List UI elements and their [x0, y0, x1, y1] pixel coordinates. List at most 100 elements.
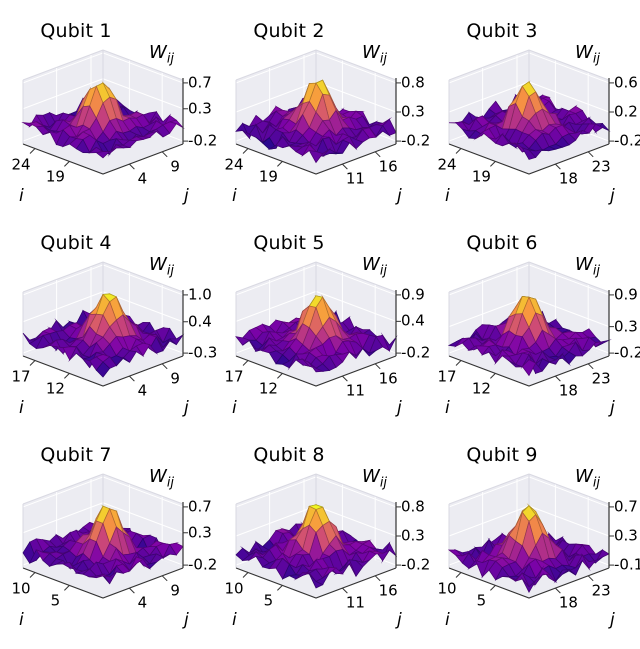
surface-canvas — [0, 12, 213, 224]
z-axis-title-symbol: W — [575, 254, 593, 275]
z-tick-label: -0.2 — [188, 131, 218, 150]
x-axis-label: i — [232, 186, 237, 206]
z-axis-title-subscript: ij — [379, 263, 388, 279]
z-axis-title-subscript: ij — [166, 51, 175, 67]
z-axis-title: Wij — [149, 254, 174, 279]
z-tick-label: -0.2 — [401, 131, 431, 150]
z-axis-title: Wij — [575, 42, 600, 67]
j-tick-label: 4 — [137, 593, 148, 612]
i-tick-label: 17 — [11, 367, 31, 385]
j-tick-label: 4 — [137, 169, 148, 188]
subplot-title: Qubit 3 — [466, 20, 538, 42]
z-axis-title: Wij — [575, 466, 600, 491]
z-tick-label: 1.0 — [188, 285, 212, 304]
z-tick-label: -0.2 — [401, 555, 431, 574]
z-axis-title-symbol: W — [149, 254, 167, 275]
j-tick-label: 16 — [378, 369, 398, 388]
z-axis-title: Wij — [149, 42, 174, 67]
z-tick-label: 0.7 — [614, 497, 638, 516]
z-axis-title-subscript: ij — [592, 51, 601, 67]
z-axis-title: Wij — [362, 466, 387, 491]
subplot-title: Qubit 2 — [253, 20, 325, 42]
i-tick-label: 12 — [258, 379, 278, 398]
i-tick-label: 10 — [224, 579, 244, 597]
i-tick-label: 17 — [437, 367, 457, 385]
x-axis-label: i — [445, 398, 450, 418]
z-tick-label: 0.7 — [188, 73, 212, 92]
i-tick-label: 19 — [471, 167, 491, 186]
x-axis-label: i — [232, 398, 237, 418]
j-tick-label: 16 — [378, 157, 398, 176]
surface-subplot: Qubit 2 Wij i j 0.8 0.3 -0.2 24 19 11 16 — [213, 12, 430, 224]
surface-subplot: Qubit 1 Wij i j 0.7 0.3 -0.2 24 19 4 9 — [0, 12, 217, 224]
z-tick-label: 0.8 — [401, 73, 425, 92]
subplot-title: Qubit 9 — [466, 444, 538, 466]
j-tick-label: 11 — [345, 169, 365, 188]
i-tick-label: 24 — [224, 155, 244, 173]
z-tick-label: 0.3 — [614, 317, 638, 336]
j-tick-label: 23 — [591, 157, 611, 176]
surface-canvas — [426, 436, 639, 648]
j-tick-label: 11 — [345, 593, 365, 612]
z-axis-title-subscript: ij — [166, 475, 175, 491]
z-axis-title-symbol: W — [575, 466, 593, 487]
z-tick-label: -0.2 — [401, 343, 431, 362]
surface-canvas — [213, 224, 426, 436]
j-tick-label: 9 — [170, 581, 180, 600]
i-tick-label: 5 — [50, 591, 61, 610]
surface-subplot: Qubit 9 Wij i j 0.7 0.3 -0.1 10 5 18 23 — [426, 436, 640, 648]
i-tick-label: 10 — [437, 579, 457, 597]
surface-canvas — [426, 12, 639, 224]
y-axis-label: j — [397, 398, 402, 418]
i-tick-label: 12 — [45, 379, 65, 398]
y-axis-label: j — [397, 186, 402, 206]
y-axis-label: j — [184, 398, 189, 418]
i-tick-label: 5 — [263, 591, 274, 610]
i-tick-label: 19 — [45, 167, 65, 186]
x-axis-label: i — [445, 186, 450, 206]
subplot-title: Qubit 6 — [466, 232, 538, 254]
z-axis-title: Wij — [362, 42, 387, 67]
surface-canvas — [0, 224, 213, 436]
x-axis-label: i — [445, 610, 450, 630]
subplot-title: Qubit 7 — [40, 444, 112, 466]
y-axis-label: j — [610, 610, 615, 630]
j-tick-label: 16 — [378, 581, 398, 600]
z-tick-label: 0.9 — [614, 285, 638, 304]
z-tick-label: 0.8 — [401, 497, 425, 516]
surface-subplot: Qubit 6 Wij i j 0.9 0.3 -0.2 17 12 18 23 — [426, 224, 640, 436]
surface-subplot: Qubit 7 Wij i j 0.7 0.3 -0.2 10 5 4 9 — [0, 436, 217, 648]
z-axis-title-subscript: ij — [166, 263, 175, 279]
subplot-title: Qubit 8 — [253, 444, 325, 466]
z-tick-label: 0.6 — [614, 73, 638, 92]
z-tick-label: -0.3 — [188, 343, 218, 362]
subplot-title: Qubit 4 — [40, 232, 112, 254]
z-tick-label: 0.2 — [614, 102, 638, 121]
y-axis-label: j — [610, 398, 615, 418]
y-axis-label: j — [184, 610, 189, 630]
surface-canvas — [213, 12, 426, 224]
i-tick-label: 5 — [476, 591, 487, 610]
surface-subplot: Qubit 5 Wij i j 0.9 0.4 -0.2 17 12 11 16 — [213, 224, 430, 436]
z-axis-title-symbol: W — [149, 466, 167, 487]
surface-subplot: Qubit 8 Wij i j 0.8 0.3 -0.2 10 5 11 16 — [213, 436, 430, 648]
z-tick-label: 0.9 — [401, 285, 425, 304]
j-tick-label: 23 — [591, 369, 611, 388]
i-tick-label: 10 — [11, 579, 31, 597]
surface-subplot: Qubit 3 Wij i j 0.6 0.2 -0.2 24 19 18 23 — [426, 12, 640, 224]
x-axis-label: i — [19, 398, 24, 418]
subplot-title: Qubit 5 — [253, 232, 325, 254]
j-tick-label: 11 — [345, 381, 365, 400]
i-tick-label: 24 — [437, 155, 457, 173]
j-tick-label: 9 — [170, 157, 180, 176]
i-tick-label: 24 — [11, 155, 31, 173]
x-axis-label: i — [19, 610, 24, 630]
subplot-title: Qubit 1 — [40, 20, 112, 42]
z-axis-title-symbol: W — [149, 42, 167, 63]
z-axis-title-symbol: W — [362, 42, 380, 63]
z-axis-title: Wij — [575, 254, 600, 279]
surface-canvas — [426, 224, 639, 436]
j-tick-label: 18 — [558, 593, 578, 612]
z-axis-title-symbol: W — [575, 42, 593, 63]
